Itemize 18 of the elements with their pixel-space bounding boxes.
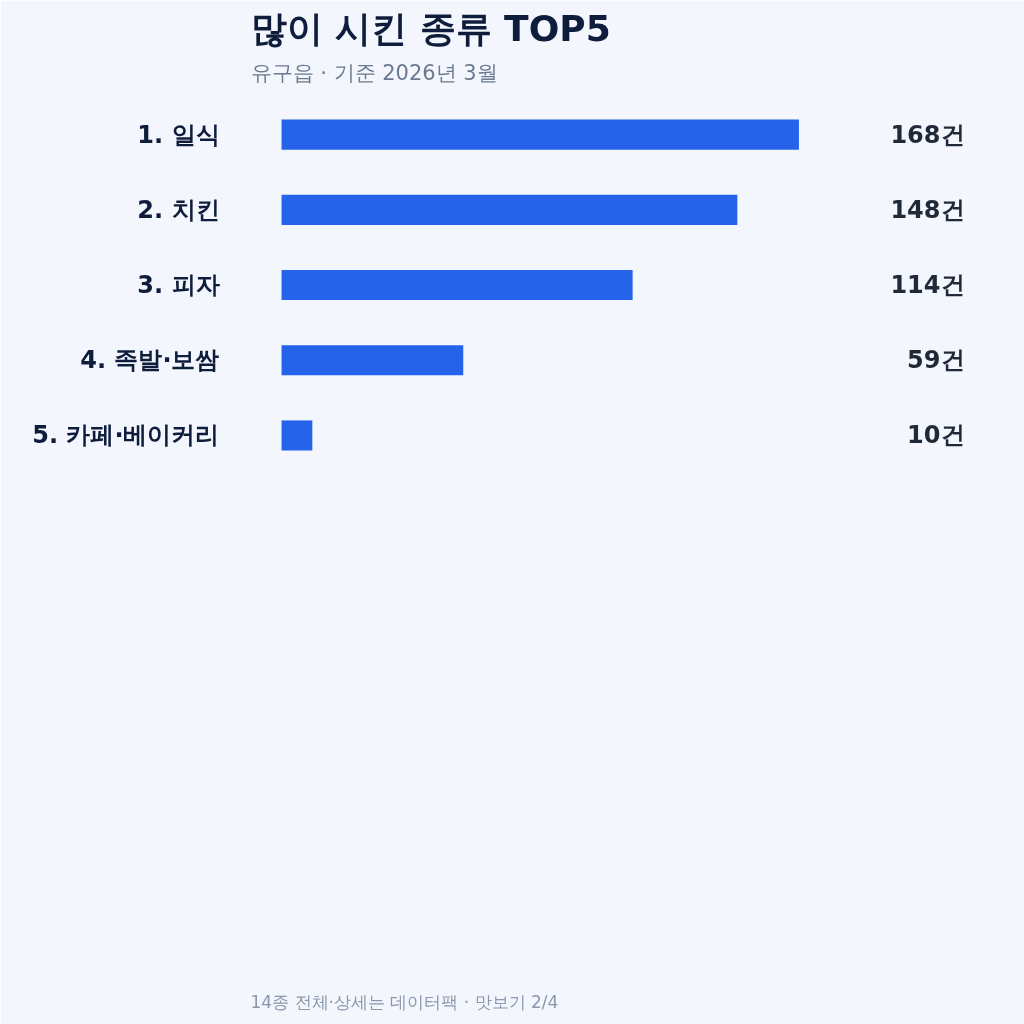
y-tick-label: 5. 카페·베이커리 [32, 421, 220, 450]
y-tick-label: 1. 일식 [137, 120, 220, 149]
bar [281, 194, 738, 225]
bar [281, 345, 464, 376]
y-tick-label: 3. 피자 [137, 271, 220, 300]
data-label: 148건 [890, 195, 965, 224]
data-label: 10건 [907, 421, 965, 450]
bar [281, 119, 799, 150]
bar [281, 270, 633, 301]
chart-subtitle: 유구읍 · 기준 2026년 3월 [250, 60, 498, 85]
y-tick-label: 2. 치킨 [137, 195, 220, 224]
chart-title: 많이 시킨 종류 TOP5 [250, 7, 611, 49]
bar [281, 420, 313, 451]
data-label: 114건 [890, 271, 965, 300]
text: 14종 전체·상세는 데이터팩 · 맛보기 2/4 [250, 991, 559, 1012]
data-label: 168건 [890, 120, 965, 149]
data-label: 59건 [907, 346, 965, 375]
y-tick-label: 4. 족발·보쌈 [80, 346, 220, 375]
